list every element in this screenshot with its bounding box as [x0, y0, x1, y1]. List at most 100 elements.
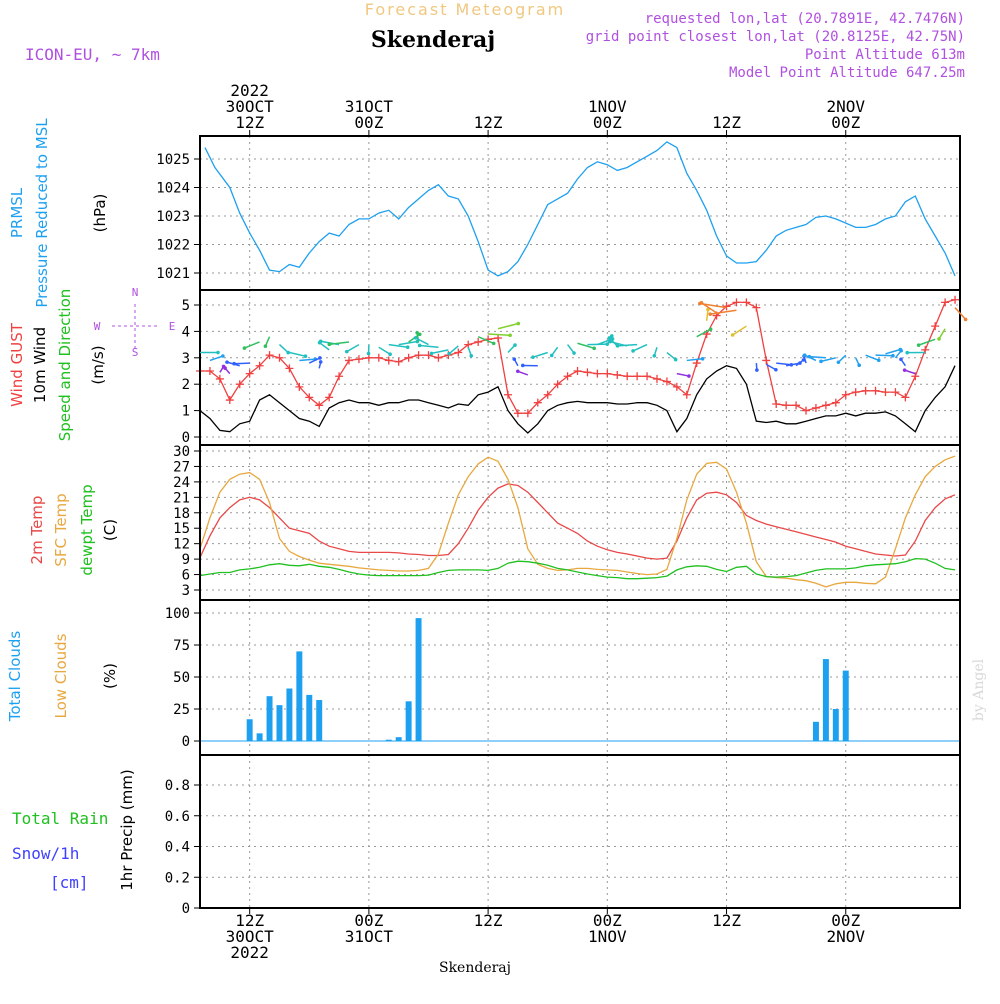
wind-arrowhead	[877, 358, 881, 362]
wind-arrowhead	[653, 354, 657, 358]
gust-marker	[782, 401, 790, 409]
wind-arrow	[687, 359, 703, 361]
wind-arrow	[289, 353, 305, 357]
wind-arrowhead	[731, 333, 735, 337]
gust-marker	[405, 354, 413, 362]
gust-marker	[593, 370, 601, 378]
ylabel-c: (C)	[101, 519, 119, 541]
gust-marker	[613, 371, 621, 379]
ylabel-pressure: Pressure Reduced to MSL	[33, 118, 51, 308]
wind-arrowhead	[513, 343, 517, 347]
gust-marker	[951, 296, 959, 304]
gust-marker	[872, 387, 880, 395]
wind-arrow	[697, 329, 711, 336]
gust-marker	[395, 358, 403, 366]
location-title: Skenderaj	[371, 27, 495, 53]
wind-arrowhead	[414, 336, 418, 340]
wind-arrowhead	[243, 346, 247, 350]
wind-arrowhead	[223, 366, 227, 370]
wind-arrowhead	[803, 353, 807, 357]
precip-legend: [cm]	[50, 873, 89, 892]
wind-arrowhead	[508, 333, 512, 337]
panel-frame	[200, 445, 960, 600]
y-tick-label: 4	[182, 324, 190, 340]
wind-arrowhead	[521, 364, 525, 368]
gust-marker	[415, 351, 423, 359]
wind-arrowhead	[492, 342, 496, 346]
gust-marker	[732, 298, 740, 306]
bottom-tick-label: 31OCT	[345, 927, 394, 946]
ylabel-wind: 10m Wind	[31, 327, 49, 403]
y-tick-label: 1023	[156, 209, 190, 225]
wind-arrow	[809, 357, 826, 358]
compass-label: W	[94, 320, 101, 333]
cloud-bar	[296, 651, 302, 741]
top-tick-label: 12Z	[474, 113, 503, 132]
ylabel-dewpt: dewpt Temp	[78, 484, 96, 575]
cloud-bar	[406, 701, 412, 741]
ylabel-direction: Speed and Direction	[56, 289, 74, 442]
gust-marker	[792, 401, 800, 409]
wind-arrowhead	[415, 331, 419, 335]
wind-arrow	[399, 342, 418, 345]
wind-arrowhead	[447, 352, 451, 356]
wind-arrow	[347, 345, 359, 352]
wind-arrowhead	[698, 302, 702, 306]
gust-marker	[852, 388, 860, 396]
y-tick-label: 21	[173, 490, 190, 506]
wind-arrow	[876, 355, 893, 356]
wind-arrowhead	[319, 339, 323, 343]
wind-arrowhead	[899, 357, 903, 361]
wind-arrow	[633, 345, 647, 351]
y-tick-label: 1022	[156, 238, 190, 254]
top-tick-label: 00Z	[354, 113, 383, 132]
gust-marker	[583, 368, 591, 376]
gust-marker	[355, 355, 363, 363]
wind-arrowhead	[345, 350, 349, 354]
model-altitude: Model Point Altitude 647.25m	[729, 65, 965, 81]
wind-arrowhead	[608, 340, 612, 344]
wind-arrowhead	[674, 358, 678, 362]
wind-arrowhead	[469, 354, 473, 358]
wind-arrow	[234, 363, 250, 364]
gust-marker	[772, 400, 780, 408]
gust-marker	[434, 354, 442, 362]
wind-arrowhead	[709, 327, 713, 331]
credit-watermark: by Angel	[971, 658, 987, 721]
point-altitude: Point Altitude 613m	[805, 47, 965, 63]
bottom-tick-label: 12Z	[712, 911, 741, 930]
wind-arrow	[498, 323, 518, 328]
y-tick-label: 15	[173, 521, 190, 537]
cloud-bar	[286, 689, 292, 741]
cloud-bar	[276, 705, 282, 741]
gust-marker	[891, 388, 899, 396]
gust-marker	[822, 401, 830, 409]
y-tick-label: 24	[173, 475, 190, 491]
footer-location: Skenderaj	[439, 960, 511, 976]
wind-arrow	[420, 345, 439, 347]
wind-arrowhead	[708, 312, 712, 316]
wind-arrowhead	[608, 336, 612, 340]
wind-arrowhead	[430, 352, 434, 356]
y-tick-label: 50	[173, 670, 190, 686]
y-tick-label: 3	[182, 583, 190, 599]
ylabel-lowclouds: Low Clouds	[52, 633, 70, 718]
ylabel-prmsl: PRMSL	[8, 187, 26, 238]
gust-marker	[643, 372, 651, 380]
wind-arrowhead	[517, 322, 521, 326]
requested-coords: requested lon,lat (20.7891E, 42.7476N)	[645, 11, 965, 27]
gust-marker	[802, 407, 810, 415]
gridpoint-coords: grid point closest lon,lat (20.8125E, 42…	[586, 29, 965, 45]
gust-marker	[881, 388, 889, 396]
top-tick-label: 12Z	[235, 113, 264, 132]
cloud-bar	[396, 737, 402, 741]
y-tick-label: 75	[173, 638, 190, 654]
cloud-bar	[833, 709, 839, 741]
wind-arrow	[885, 350, 900, 354]
wind-arrowhead	[937, 337, 941, 341]
wind-arrowhead	[819, 360, 823, 364]
wind-arrowhead	[891, 354, 895, 358]
wind-arrowhead	[418, 344, 422, 348]
